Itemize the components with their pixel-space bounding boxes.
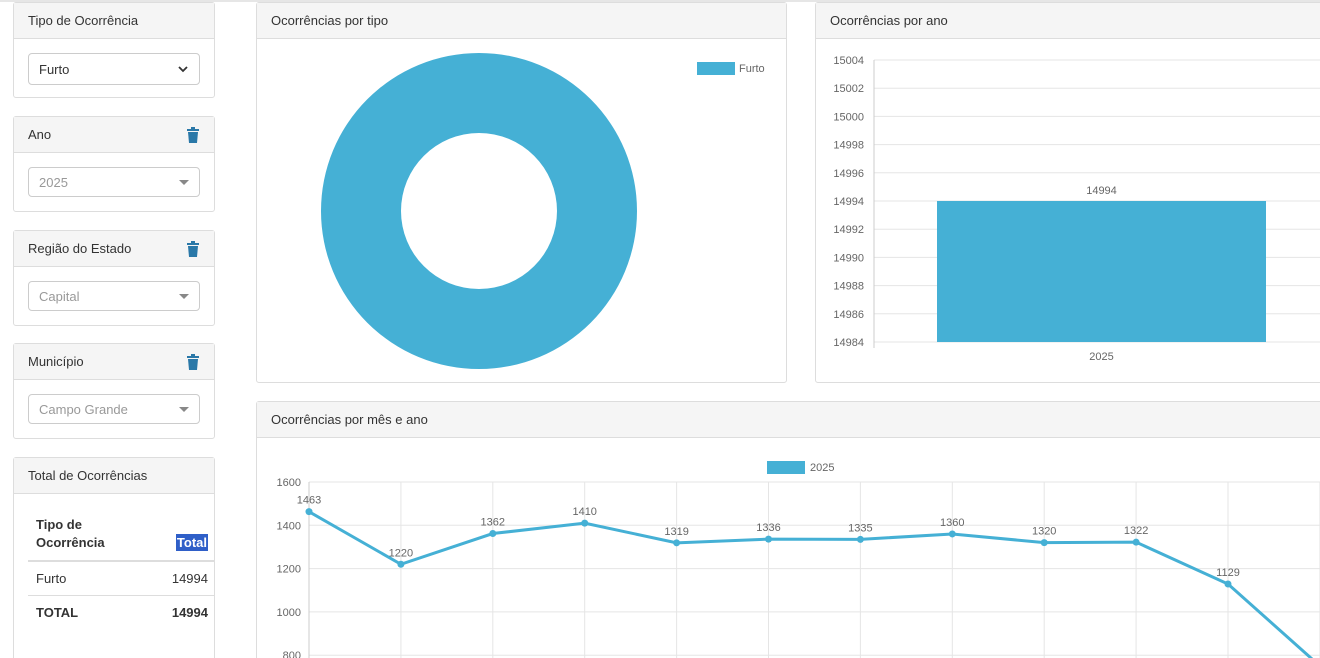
y-tick-label: 800 [283,650,301,658]
caret-down-icon [179,179,189,185]
trash-icon[interactable] [186,353,200,370]
y-tick-label: 1200 [277,564,301,576]
data-point [305,508,313,516]
total-value: 14994 [153,594,214,629]
legend-swatch [767,461,805,474]
y-tick-label: 1400 [277,520,301,532]
tipo-select[interactable]: Furto [28,53,200,85]
chart-ano-title: Ocorrências por ano [830,13,948,28]
data-label: 1410 [572,506,596,518]
trash-icon[interactable] [186,126,200,143]
data-point [673,539,681,547]
chart-tipo-panel: Ocorrências por tipo Furto [256,2,787,383]
ano-select[interactable]: 2025 [28,167,200,197]
filter-ano-label: Ano [28,127,52,142]
bar-chart: 15004 15002 15000 14998 14996 14994 14992 14990… [833,55,1320,363]
y-tick-label: 15000 [833,111,864,123]
data-point [397,560,405,568]
data-point [765,535,772,543]
filter-tipo-label: Tipo de Ocorrência [28,13,139,28]
series-line-2025 [308,510,1314,658]
y-tick-label: 14988 [833,281,864,293]
filter-ano-panel: Ano 2025 [13,116,215,212]
y-tick-label: 14996 [833,168,864,180]
data-point [489,530,497,538]
filter-tipo-panel: Tipo de Ocorrência Furto [13,2,215,98]
filter-ano-heading: Ano [14,117,214,153]
chart-mes-panel: Ocorrências por mês e ano 1600 1400 1200 10… [256,401,1320,658]
filter-regiao-heading: Região do Estado [14,231,214,267]
total-label: TOTAL [28,594,154,629]
bar-2025 [937,201,1266,342]
municipio-select[interactable]: Campo Grande [28,394,200,424]
chart-tipo-heading: Ocorrências por tipo [257,3,786,39]
chart-mes-heading: Ocorrências por mês e ano [257,402,1320,438]
y-tick-label: 14994 [833,196,864,208]
data-label: 1362 [481,517,505,529]
top-border [0,0,1320,2]
legend-swatch [697,62,735,75]
data-label: 1322 [1124,525,1148,537]
totals-title: Total de Ocorrências [28,468,148,483]
row-total: 14994 [153,560,214,595]
filter-regiao-label: Região do Estado [28,241,132,256]
data-point [581,519,589,527]
chart-mes-title: Ocorrências por mês e ano [271,412,428,427]
data-label: 14994 [1086,185,1117,197]
y-tick-label: 15002 [833,83,864,95]
chart-ano-panel: Ocorrências por ano 15004 15002 15000 14998… [815,2,1320,383]
filter-tipo-heading: Tipo de Ocorrência [14,3,214,39]
data-label: 1335 [848,522,872,534]
chart-ano-heading: Ocorrências por ano [816,3,1320,39]
municipio-select-value: Campo Grande [39,401,128,417]
data-label: 1220 [389,547,413,559]
data-point [948,530,956,538]
data-label: 1463 [297,495,321,507]
totals-panel: Total de Ocorrências Tipo de Ocorrência … [13,457,215,658]
ano-select-value: 2025 [39,174,68,190]
y-tick-label: 14986 [833,309,864,321]
chart-tipo-title: Ocorrências por tipo [271,13,389,28]
donut-chart: Furto [321,53,765,369]
totals-heading: Total de Ocorrências [14,458,214,494]
table-row: Furto 14994 [28,560,214,595]
y-tick-label: 1600 [277,477,301,489]
totals-header-total: Total [153,510,214,562]
tipo-select-value: Furto [39,61,70,77]
y-tick-label: 14998 [833,140,864,152]
data-label: 1129 [1216,567,1240,579]
filter-municipio-heading: Município [14,344,214,380]
row-type: Furto [28,560,154,595]
chevron-down-icon [178,66,188,73]
data-label: 1320 [1032,526,1056,538]
y-tick-label: 14984 [833,337,864,349]
pie-slice-furto [321,53,637,369]
table-row-total: TOTAL 14994 [28,594,214,629]
data-label: 1336 [756,522,780,534]
y-tick-label: 14992 [833,224,864,236]
filter-regiao-panel: Região do Estado Capital [13,230,215,326]
y-tick-label: 14990 [833,252,864,264]
caret-down-icon [179,293,189,299]
legend-label: Furto [739,63,765,75]
totals-table: Tipo de Ocorrência Total Furto 14994 TOT… [28,510,214,629]
y-tick-label: 15004 [833,55,864,67]
x-tick-label: 2025 [1089,351,1113,363]
filter-municipio-panel: Município Campo Grande [13,343,215,439]
totals-header-type: Tipo de Ocorrência [28,510,154,562]
regiao-select[interactable]: Capital [28,281,200,311]
data-label: 1319 [664,526,688,538]
data-point [1132,538,1140,546]
y-tick-label: 1000 [277,607,301,619]
line-chart: 1600 1400 1200 1000 800 2025 1463 1220 1362 1410 1… [277,461,1320,658]
trash-icon[interactable] [186,240,200,257]
regiao-select-value: Capital [39,288,80,304]
data-point [856,535,864,543]
data-point [1224,580,1232,588]
legend-label: 2025 [810,462,834,474]
caret-down-icon [179,406,189,412]
data-label: 1360 [940,517,964,529]
filter-municipio-label: Município [28,354,84,369]
data-point [1040,539,1048,547]
